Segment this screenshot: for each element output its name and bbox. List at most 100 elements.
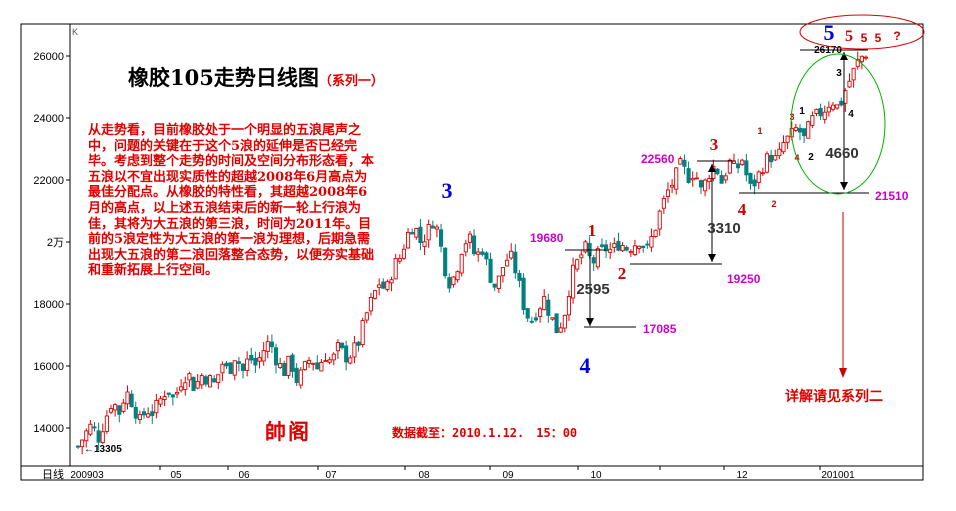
candle-body bbox=[187, 373, 192, 381]
candle-body bbox=[690, 177, 695, 181]
candle-body bbox=[393, 258, 398, 280]
analysis-note: 从走势看，目前橡胶处于一个明显的五浪尾声之中，问题的关键在于这个5浪的延伸是否已… bbox=[88, 123, 375, 279]
wave-label-big-5: 5 bbox=[824, 20, 835, 45]
candle-body bbox=[430, 225, 435, 229]
candle-body bbox=[261, 350, 266, 362]
candle-body bbox=[84, 430, 89, 442]
candle-body bbox=[75, 445, 81, 448]
candle-body bbox=[401, 248, 406, 259]
candle-body bbox=[414, 228, 419, 238]
candle-body bbox=[653, 229, 658, 237]
candle-body bbox=[158, 398, 163, 405]
candle-body bbox=[125, 391, 130, 405]
candle-body bbox=[278, 363, 283, 369]
candle-body bbox=[253, 358, 258, 366]
low-price-label: ←13305 bbox=[84, 444, 122, 455]
candle-body bbox=[533, 317, 538, 321]
candle-body bbox=[538, 308, 543, 317]
candle-body bbox=[719, 175, 724, 184]
candle-body bbox=[566, 295, 572, 316]
candle-body bbox=[661, 197, 666, 209]
candle-body bbox=[562, 314, 567, 329]
range-arrow-3310-top bbox=[708, 164, 716, 172]
candle-body bbox=[113, 404, 118, 411]
candle-body bbox=[764, 153, 770, 173]
candle-body bbox=[141, 411, 147, 416]
candle-body bbox=[517, 272, 522, 281]
candle-body bbox=[694, 177, 699, 180]
candle-body bbox=[814, 108, 819, 114]
candle-body bbox=[282, 362, 287, 376]
candle-body bbox=[579, 254, 584, 259]
candle-body bbox=[236, 361, 241, 364]
wave-label-5c: 5 bbox=[875, 31, 882, 45]
candle-body bbox=[364, 312, 369, 321]
candle-body bbox=[723, 175, 728, 181]
range-arrow-4660 bbox=[840, 182, 848, 190]
range-label-2595: 2595 bbox=[576, 281, 609, 298]
candle-body bbox=[133, 406, 138, 419]
candle-body bbox=[327, 359, 332, 363]
candle-body bbox=[496, 275, 501, 290]
x-tick-label: 07 bbox=[325, 470, 337, 481]
candle-body bbox=[195, 380, 200, 389]
candle-body bbox=[604, 244, 609, 252]
see-series-two-link: 详解请见系列二 bbox=[785, 389, 883, 405]
chart-title: 橡胶105走势日线图（系列一） bbox=[128, 62, 384, 92]
candle-body bbox=[249, 354, 254, 361]
candle-body bbox=[488, 258, 493, 283]
candle-body bbox=[360, 320, 365, 345]
candle-body bbox=[170, 394, 175, 398]
candle-body bbox=[447, 277, 452, 289]
candle-body bbox=[439, 229, 444, 247]
wave-label-3: 3 bbox=[710, 135, 719, 154]
candle-body bbox=[372, 290, 378, 299]
subwave-label-1: 1 bbox=[757, 126, 762, 136]
candle-body bbox=[500, 267, 505, 277]
chart-subtitle: （系列一） bbox=[318, 74, 384, 89]
candle-body bbox=[294, 367, 299, 384]
candle-body bbox=[637, 245, 642, 249]
candle-body bbox=[104, 415, 109, 432]
candle-body bbox=[207, 375, 213, 388]
candle-body bbox=[628, 251, 633, 254]
candle-body bbox=[381, 281, 386, 289]
candle-body bbox=[670, 184, 675, 188]
candle-body bbox=[785, 135, 790, 143]
candle-body bbox=[183, 382, 188, 390]
candle-body bbox=[203, 376, 208, 385]
candle-body bbox=[166, 392, 171, 395]
candle-body bbox=[389, 279, 394, 284]
chart-frame bbox=[20, 23, 924, 481]
y-tick-label: 26000 bbox=[33, 51, 64, 63]
candle-body bbox=[509, 250, 514, 259]
wave-label-big-3: 3 bbox=[442, 178, 453, 203]
candle-body bbox=[744, 160, 749, 176]
candle-body bbox=[859, 55, 864, 63]
candle-body bbox=[484, 252, 489, 260]
candle-body bbox=[542, 295, 547, 311]
candle-body bbox=[290, 354, 295, 372]
range-arrow-4660-top bbox=[840, 52, 848, 60]
candle-body bbox=[521, 277, 526, 311]
candle-body bbox=[319, 362, 324, 372]
candle-body bbox=[406, 231, 411, 249]
subwave-label-3: 3 bbox=[789, 112, 794, 122]
candle-body bbox=[356, 341, 361, 346]
candle-body bbox=[108, 408, 114, 413]
candle-body bbox=[583, 241, 588, 253]
candle-body bbox=[96, 430, 101, 443]
candle-body bbox=[455, 271, 460, 281]
candle-body bbox=[616, 240, 621, 251]
candle-body bbox=[331, 353, 336, 361]
price-label-26170: 26170 bbox=[814, 45, 842, 56]
x-tick-label: 06 bbox=[238, 470, 250, 481]
candle-body bbox=[773, 155, 778, 161]
candle-body bbox=[418, 226, 423, 244]
subwave-label-1b: 1 bbox=[799, 106, 805, 117]
author-signature: 帥阁 bbox=[265, 419, 311, 444]
candle-body bbox=[839, 100, 844, 106]
candle-body bbox=[851, 67, 856, 81]
candle-body bbox=[397, 257, 402, 262]
